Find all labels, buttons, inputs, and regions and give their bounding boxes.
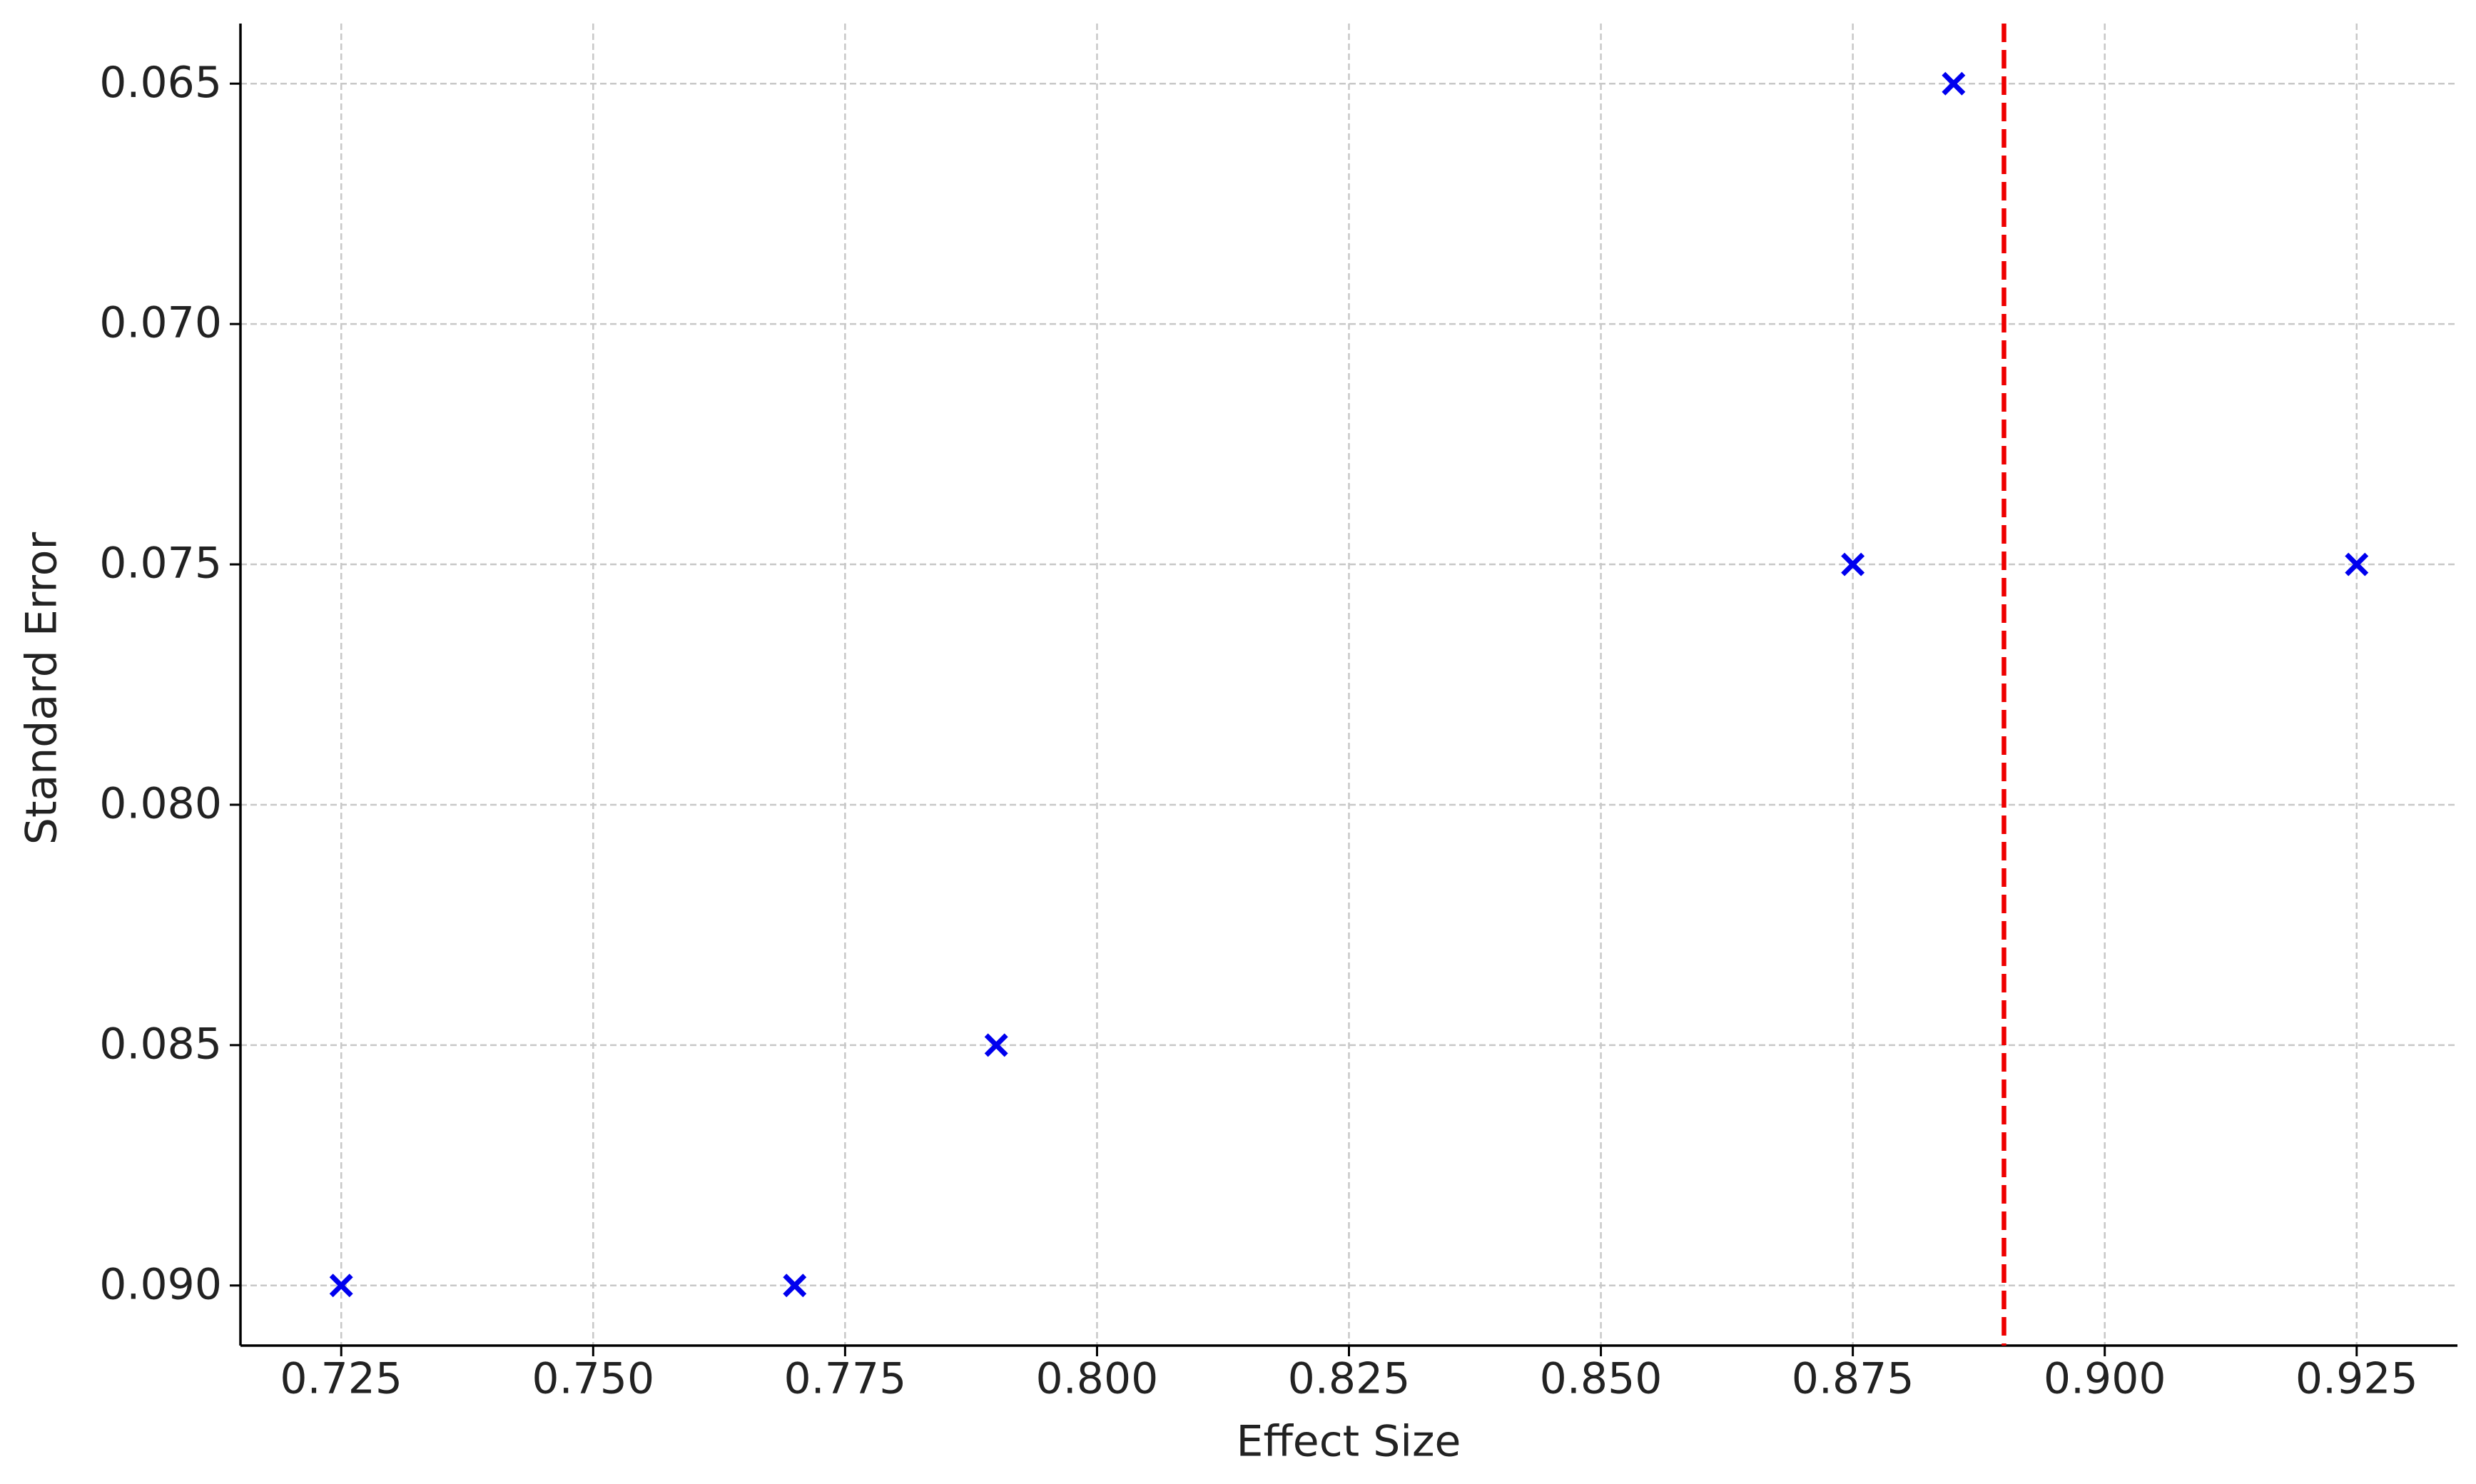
- marker: [329, 1274, 353, 1298]
- x-tick-label: 0.825: [1288, 1354, 1411, 1404]
- marker: [783, 1274, 807, 1298]
- y-tick-label: 0.065: [99, 58, 222, 108]
- y-axis-label: Standard Error: [17, 532, 67, 845]
- marker: [2345, 552, 2369, 576]
- x-tick-label: 0.775: [783, 1354, 906, 1404]
- y-tick-label: 0.075: [99, 539, 222, 589]
- x-tick-label: 0.925: [2295, 1354, 2418, 1404]
- marker: [1841, 552, 1865, 576]
- x-tick-label: 0.900: [2044, 1354, 2166, 1404]
- y-tick-label: 0.085: [99, 1019, 222, 1069]
- x-tick-label: 0.750: [532, 1354, 654, 1404]
- y-tick-label: 0.080: [99, 779, 222, 829]
- marker: [1942, 71, 1966, 96]
- y-tick-label: 0.090: [99, 1259, 222, 1309]
- x-axis-label: Effect Size: [1237, 1417, 1461, 1467]
- y-tick-label: 0.070: [99, 298, 222, 348]
- x-tick-label: 0.850: [1540, 1354, 1663, 1404]
- x-tick-label: 0.725: [280, 1354, 402, 1404]
- x-tick-label: 0.800: [1036, 1354, 1159, 1404]
- marker: [984, 1033, 1008, 1057]
- x-tick-label: 0.875: [1792, 1354, 1914, 1404]
